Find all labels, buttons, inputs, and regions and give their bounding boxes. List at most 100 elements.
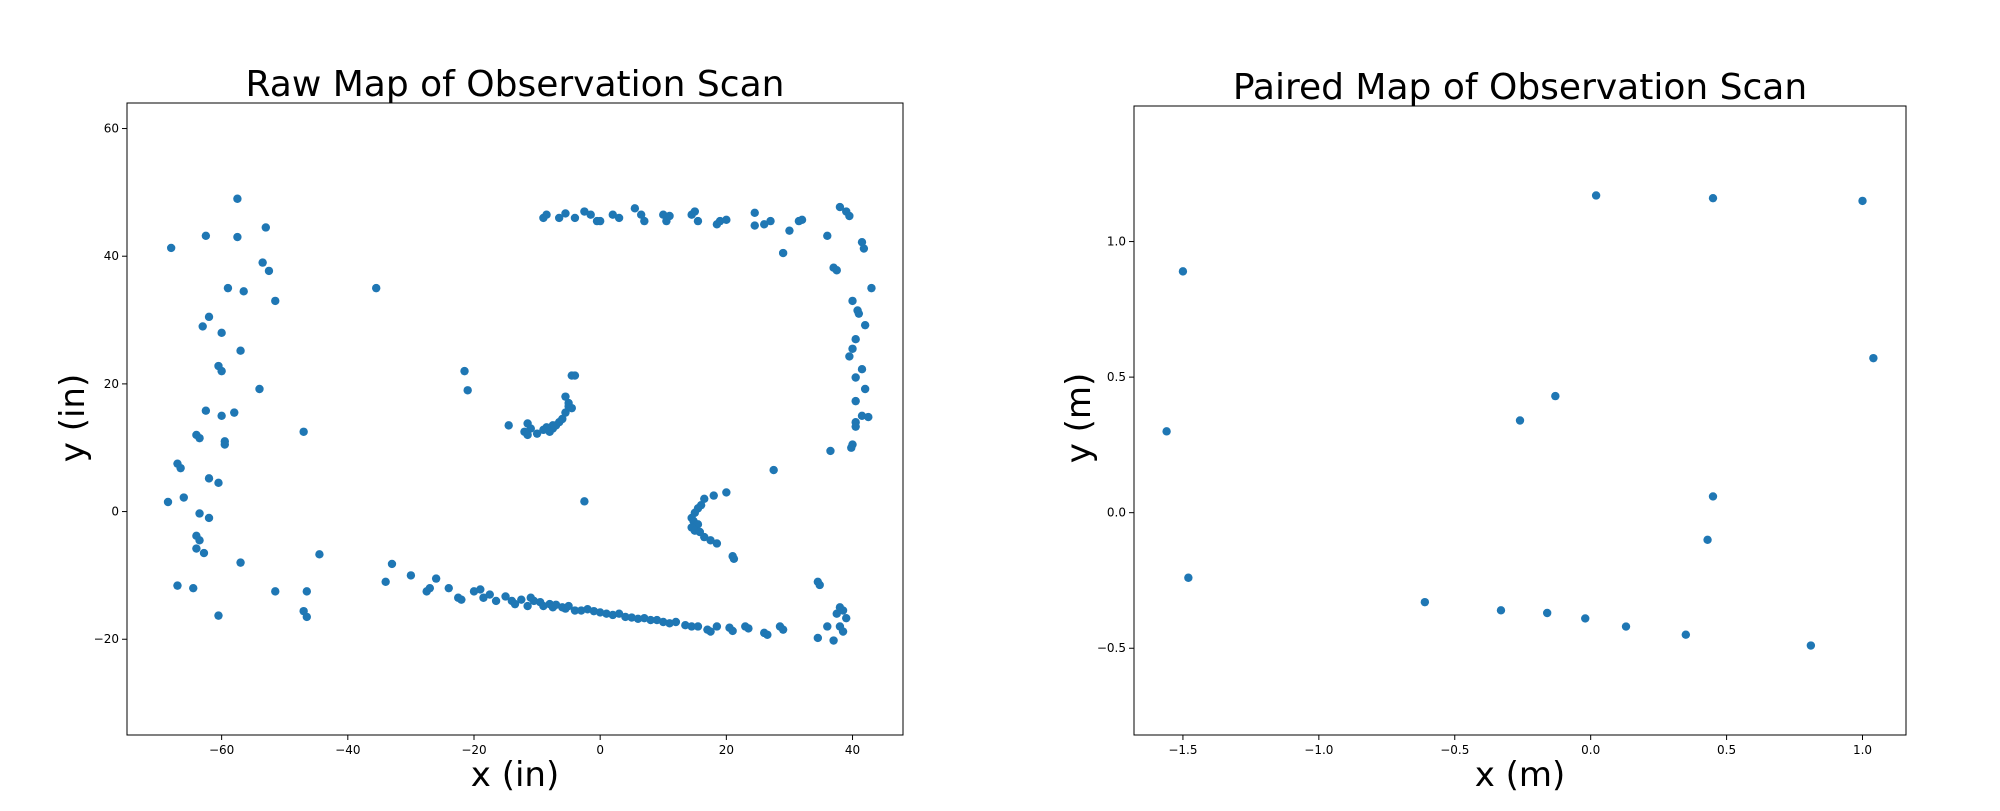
data-point [1162, 427, 1171, 436]
data-point [848, 344, 857, 353]
data-point [204, 474, 214, 483]
data-point [854, 309, 864, 318]
data-point [595, 608, 605, 617]
data-point [706, 536, 715, 545]
data-point [570, 213, 580, 223]
data-point [577, 606, 586, 615]
data-point [715, 216, 725, 226]
data-point [570, 371, 580, 380]
data-point [431, 574, 441, 583]
data-point [665, 619, 674, 628]
data-point [233, 232, 242, 242]
data-point [564, 398, 573, 408]
data-point [864, 412, 873, 422]
data-point [580, 207, 589, 216]
data-point [823, 622, 832, 631]
data-point [510, 599, 520, 609]
data-point [636, 210, 646, 219]
data-point [485, 590, 494, 599]
data-point [860, 384, 870, 394]
data-point [548, 421, 558, 430]
data-point [700, 494, 709, 503]
data-point [829, 636, 838, 645]
plot-frame [1133, 105, 1907, 736]
y-axis-label: y (in) [53, 374, 93, 462]
data-point [501, 592, 510, 601]
data-point [504, 421, 513, 430]
data-point [630, 204, 640, 213]
data-point [529, 596, 539, 606]
data-point [838, 606, 848, 615]
data-point [815, 580, 824, 590]
y-tick-label: 1.0 [1107, 235, 1126, 249]
data-point [523, 601, 532, 611]
data-point [570, 606, 580, 615]
data-point [706, 627, 715, 636]
data-point [848, 296, 857, 306]
data-point [199, 548, 209, 558]
data-point [614, 213, 624, 223]
data-point [1708, 492, 1718, 501]
data-point [586, 210, 595, 219]
data-point [687, 622, 696, 631]
data-point [665, 211, 674, 221]
data-point [627, 613, 636, 622]
axis-ticks: −1.5 −1.0 −0.5 0.0 0.5 1.0 −0.5 0.0 0.5 1.0 [1097, 235, 1872, 757]
data-point [214, 611, 223, 620]
data-point [1806, 641, 1816, 650]
data-point [621, 612, 630, 622]
data-point [255, 384, 264, 394]
data-point [851, 373, 860, 382]
data-point [608, 210, 617, 219]
data-point [302, 612, 312, 622]
data-point [491, 596, 501, 606]
data-point [712, 622, 722, 631]
data-point [239, 287, 248, 296]
data-point [1496, 606, 1506, 615]
data-point [729, 554, 739, 564]
data-point [763, 630, 772, 639]
data-point [561, 392, 570, 401]
data-point [614, 609, 624, 618]
x-tick-label: 1.0 [1853, 743, 1872, 757]
data-point [693, 622, 703, 631]
data-point [1515, 416, 1525, 425]
data-point [728, 626, 737, 636]
data-point [722, 215, 731, 225]
data-point [204, 312, 214, 322]
data-point [1420, 597, 1430, 607]
data-point [539, 601, 548, 611]
data-point [1869, 353, 1878, 363]
x-tick-label: 40 [845, 743, 860, 757]
data-point [785, 226, 794, 235]
data-point [176, 463, 185, 473]
data-point [608, 610, 617, 620]
data-point [778, 248, 788, 258]
data-point [744, 624, 753, 633]
data-point [469, 587, 479, 596]
data-point [198, 322, 207, 331]
raw-map-chart: Raw Map of Observation Scan x (in) y (in… [53, 64, 904, 795]
data-point [709, 491, 718, 500]
data-point [835, 202, 845, 212]
data-point [832, 609, 841, 618]
data-point [551, 600, 561, 609]
data-point [264, 266, 274, 276]
data-point [640, 613, 649, 623]
data-point [769, 465, 778, 475]
data-point [479, 593, 488, 602]
y-tick-label: 20 [104, 377, 119, 391]
data-point [659, 210, 668, 219]
data-point [1184, 573, 1193, 582]
data-point [236, 558, 245, 567]
y-tick-label: 0.0 [1107, 506, 1126, 520]
data-point [217, 328, 226, 338]
data-point [845, 352, 854, 361]
data-point [195, 536, 204, 545]
data-point [659, 617, 668, 627]
data-point [1708, 193, 1718, 203]
data-point [750, 221, 759, 230]
data-point [646, 615, 655, 625]
data-point [580, 497, 589, 506]
